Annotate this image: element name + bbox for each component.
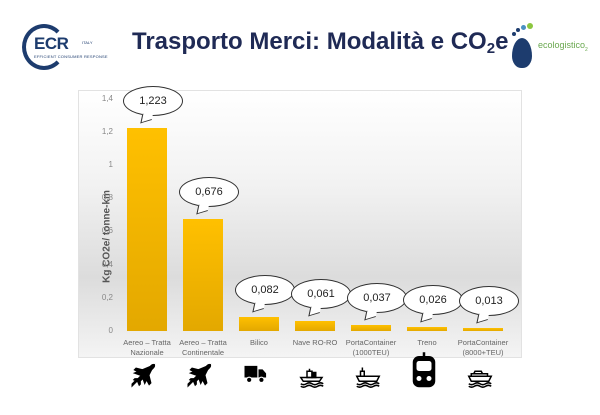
train-icon <box>409 352 443 388</box>
y-tick-label: 0 <box>108 326 113 335</box>
value-label-bubble: 1,223 <box>123 85 183 116</box>
y-tick-label: 0,8 <box>101 193 113 203</box>
ecr-logo: ECR ITALY EFFICIENT CONSUMER RESPONSE <box>22 24 108 74</box>
y-tick-label: 0,2 <box>101 292 113 302</box>
ecologistico-text: ecologistico2 <box>538 40 588 53</box>
large-container-ship-icon <box>465 360 499 396</box>
ecr-tagline: EFFICIENT CONSUMER RESPONSE <box>34 54 108 59</box>
toe-dot-icon <box>521 25 526 30</box>
bar <box>295 320 335 331</box>
value-label-bubble: 0,061 <box>291 278 351 309</box>
airplane-icon <box>129 360 163 396</box>
bar <box>183 218 223 331</box>
ecr-country: ITALY <box>82 40 93 45</box>
x-category-label: Aereo – Tratta Continentale <box>179 338 227 357</box>
value-label-bubble: 0,037 <box>347 282 407 313</box>
title-subscript: 2 <box>486 40 496 57</box>
x-category-label: PortaContainer (8000+TEU) <box>457 338 509 357</box>
y-tick-label: 1 <box>108 160 113 169</box>
x-category-label: Treno <box>417 338 437 347</box>
ecr-arc-icon <box>22 24 66 70</box>
airplane-icon <box>185 360 219 396</box>
value-label-bubble: 0,676 <box>179 176 239 207</box>
y-tick-label: 1,2 <box>101 126 113 136</box>
title-main: Trasporto Merci: Modalità e CO <box>132 28 487 55</box>
ecologistico-logo: ecologistico2 <box>502 22 598 72</box>
toe-dot-icon <box>527 23 533 29</box>
y-tick-label: 0,6 <box>101 226 113 236</box>
page-title: Trasporto Merci: Modalità e CO2e <box>132 28 508 57</box>
value-label-bubble: 0,082 <box>235 275 295 306</box>
ecr-logo-text: ECR <box>34 34 69 53</box>
title-end: e <box>495 28 509 55</box>
x-category-label: Bilico <box>250 338 268 347</box>
bar <box>351 324 391 331</box>
value-label-bubble: 0,026 <box>403 284 463 315</box>
bar <box>127 127 167 331</box>
bar <box>239 317 279 331</box>
truck-icon <box>241 360 275 396</box>
bar <box>463 328 503 331</box>
bar <box>407 326 447 331</box>
bar-chart: Kg CO2e/ tonne-km 0 0,2 0,4 0,6 0,8 1 1,2 1,4 1,… <box>78 85 522 358</box>
toe-dot-icon <box>512 32 516 36</box>
y-tick-label: 0,4 <box>101 259 113 269</box>
container-ship-icon <box>353 360 387 396</box>
ro-ro-ship-icon <box>297 360 331 396</box>
x-category-label: PortaContainer (1000TEU) <box>345 338 397 357</box>
x-category-label: Nave RO-RO <box>292 338 338 347</box>
y-tick-label: 1,4 <box>101 93 113 103</box>
x-category-label: Aereo – Tratta Nazionale <box>123 338 171 357</box>
footprint-icon <box>512 38 532 68</box>
toe-dot-icon <box>516 28 520 32</box>
value-label-bubble: 0,013 <box>459 286 519 316</box>
